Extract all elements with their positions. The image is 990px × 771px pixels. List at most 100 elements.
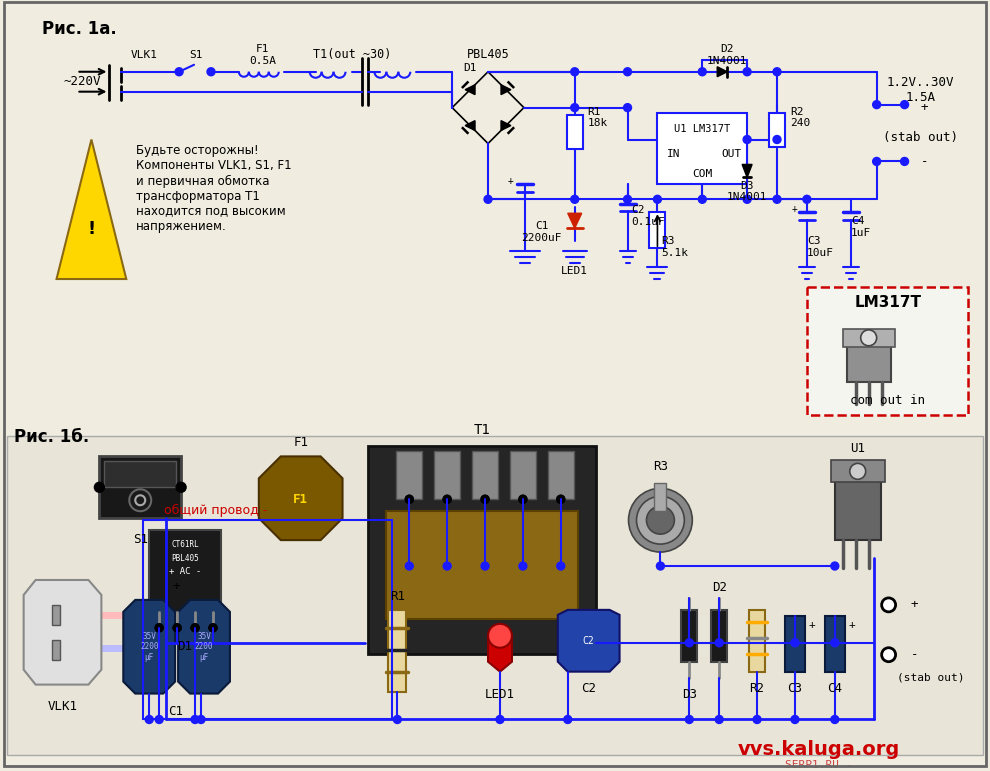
Bar: [144, 520, 392, 719]
Bar: [835, 478, 881, 540]
Text: +: +: [792, 204, 798, 214]
Polygon shape: [178, 600, 230, 694]
Circle shape: [831, 715, 839, 723]
Circle shape: [637, 497, 684, 544]
Text: + AC -: + AC -: [169, 567, 201, 577]
Text: 35V
2200
μF: 35V 2200 μF: [140, 632, 158, 662]
Circle shape: [405, 562, 413, 570]
Circle shape: [773, 136, 781, 143]
Circle shape: [481, 495, 489, 503]
Text: -: -: [921, 155, 928, 168]
Text: 35V
2200
μF: 35V 2200 μF: [195, 632, 213, 662]
Polygon shape: [56, 140, 127, 279]
Text: Рис. 1а.: Рис. 1а.: [42, 20, 117, 38]
Circle shape: [698, 68, 706, 76]
Text: +: +: [809, 620, 816, 630]
Text: C2
0.1uF: C2 0.1uF: [632, 205, 665, 227]
Bar: [472, 451, 498, 500]
Circle shape: [901, 101, 909, 109]
Text: R1
18k: R1 18k: [588, 107, 608, 129]
Circle shape: [791, 638, 799, 647]
Bar: [785, 616, 805, 672]
Circle shape: [698, 195, 706, 204]
Circle shape: [646, 507, 674, 534]
Text: C1
2200uF: C1 2200uF: [522, 221, 562, 243]
Bar: [649, 212, 665, 248]
Bar: [386, 511, 578, 619]
Bar: [846, 344, 891, 382]
Circle shape: [444, 495, 451, 503]
Circle shape: [209, 624, 217, 631]
FancyBboxPatch shape: [807, 287, 968, 415]
Bar: [749, 610, 765, 672]
Circle shape: [773, 195, 781, 204]
Circle shape: [488, 624, 512, 648]
Text: (stab out): (stab out): [897, 672, 964, 682]
Circle shape: [146, 715, 153, 723]
Text: +: +: [911, 598, 918, 611]
Circle shape: [484, 195, 492, 204]
Circle shape: [743, 195, 751, 204]
Bar: [510, 451, 536, 500]
Circle shape: [849, 463, 865, 480]
Bar: [654, 483, 666, 511]
Polygon shape: [557, 610, 620, 672]
Text: D1: D1: [177, 640, 193, 653]
Text: +: +: [508, 177, 514, 187]
Circle shape: [624, 68, 632, 76]
Circle shape: [882, 598, 896, 612]
Text: C3: C3: [787, 682, 803, 695]
Polygon shape: [124, 600, 175, 694]
Circle shape: [901, 157, 909, 166]
Bar: [825, 616, 844, 672]
Text: C4
1uF: C4 1uF: [850, 217, 871, 238]
Bar: [435, 451, 460, 500]
Bar: [769, 113, 785, 147]
Circle shape: [197, 715, 205, 723]
Text: U1: U1: [850, 442, 865, 455]
Circle shape: [563, 715, 572, 723]
Circle shape: [175, 68, 183, 76]
Polygon shape: [567, 214, 582, 228]
Text: +: +: [921, 101, 928, 114]
Polygon shape: [465, 120, 475, 130]
Circle shape: [519, 495, 527, 503]
Polygon shape: [258, 456, 343, 540]
Circle shape: [685, 638, 693, 647]
Circle shape: [743, 68, 751, 76]
Bar: [51, 640, 59, 660]
Text: +: +: [172, 581, 180, 594]
Circle shape: [155, 715, 163, 723]
Circle shape: [176, 483, 186, 492]
Text: LED1: LED1: [561, 266, 588, 276]
Text: S1: S1: [189, 50, 203, 60]
Circle shape: [444, 495, 451, 503]
Text: R2
240: R2 240: [790, 107, 810, 129]
Circle shape: [791, 715, 799, 723]
Text: +: +: [848, 620, 855, 630]
Circle shape: [570, 68, 579, 76]
Text: C2: C2: [581, 682, 596, 695]
Circle shape: [191, 624, 199, 631]
Text: LED1: LED1: [485, 688, 515, 701]
Circle shape: [155, 624, 163, 631]
Text: F1: F1: [293, 493, 308, 506]
Text: Рис. 1б.: Рис. 1б.: [14, 429, 89, 446]
Circle shape: [656, 562, 664, 570]
Text: D3: D3: [682, 688, 697, 701]
Text: общий провод -: общий провод -: [164, 503, 271, 517]
Bar: [831, 460, 885, 483]
Circle shape: [405, 495, 413, 503]
Circle shape: [556, 495, 564, 503]
Text: T1(out ~30): T1(out ~30): [313, 49, 392, 62]
Circle shape: [155, 624, 163, 631]
Polygon shape: [742, 164, 752, 177]
Circle shape: [624, 103, 632, 112]
Text: PBL405: PBL405: [171, 554, 199, 563]
Bar: [149, 530, 221, 612]
Text: LM317T: LM317T: [854, 295, 921, 311]
Circle shape: [556, 562, 564, 570]
Circle shape: [481, 562, 489, 570]
Circle shape: [872, 157, 881, 166]
Polygon shape: [465, 85, 475, 95]
